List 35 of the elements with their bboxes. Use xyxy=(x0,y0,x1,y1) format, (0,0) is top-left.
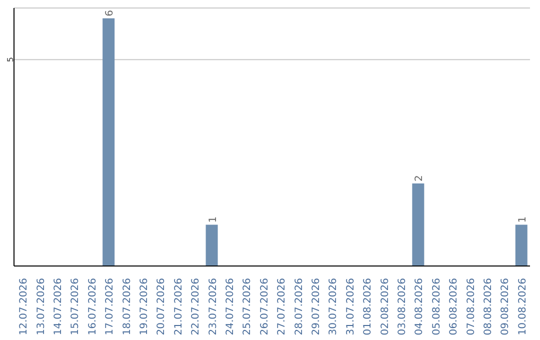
x-tick-label: 31.07.2026 xyxy=(345,278,356,336)
x-tick-label: 27.07.2026 xyxy=(276,278,288,336)
data-label: 1 xyxy=(208,216,219,223)
x-tick-label: 30.07.2026 xyxy=(328,278,340,336)
x-tick-label: 14.07.2026 xyxy=(53,278,64,336)
x-tick-label: 28.07.2026 xyxy=(294,278,305,336)
x-tick-label: 06.08.2026 xyxy=(448,278,460,336)
data-label: 1 xyxy=(517,216,528,223)
x-tick-label: 13.07.2026 xyxy=(36,278,47,336)
x-tick-label: 12.07.2026 xyxy=(18,278,30,336)
x-tick-label: 23.07.2026 xyxy=(208,278,219,336)
x-tick-label: 10.08.2026 xyxy=(517,278,528,336)
x-tick-label: 17.07.2026 xyxy=(104,278,116,336)
data-label: 6 xyxy=(104,10,116,16)
y-tick-label: 5 xyxy=(6,57,15,62)
x-tick-label: 04.08.2026 xyxy=(414,278,426,336)
x-tick-label: 15.07.2026 xyxy=(70,278,82,336)
x-tick-label: 08.08.2026 xyxy=(483,278,494,336)
x-tick-label: 29.07.2026 xyxy=(311,278,322,336)
x-tick-label: 26.07.2026 xyxy=(259,278,270,336)
x-tick-label: 07.08.2026 xyxy=(466,278,477,336)
x-tick-label: 16.07.2026 xyxy=(87,278,98,336)
x-tick-label: 25.07.2026 xyxy=(242,278,254,336)
x-tick-label: 22.07.2026 xyxy=(190,278,202,336)
x-tick-label: 18.07.2026 xyxy=(122,278,133,336)
x-tick-label: 09.08.2026 xyxy=(500,278,512,336)
x-tick-label: 21.07.2026 xyxy=(173,278,184,336)
x-tick-label: 01.08.2026 xyxy=(362,278,374,336)
x-tick-label: 05.08.2026 xyxy=(431,278,442,336)
x-tick-label: 19.07.2026 xyxy=(139,278,150,336)
x-tick-label: 20.07.2026 xyxy=(156,278,168,336)
x-tick-label: 02.08.2026 xyxy=(380,278,391,336)
x-tick-label: 03.08.2026 xyxy=(397,278,408,336)
x-tick-label: 24.07.2026 xyxy=(225,278,236,336)
data-label: 2 xyxy=(414,175,426,182)
